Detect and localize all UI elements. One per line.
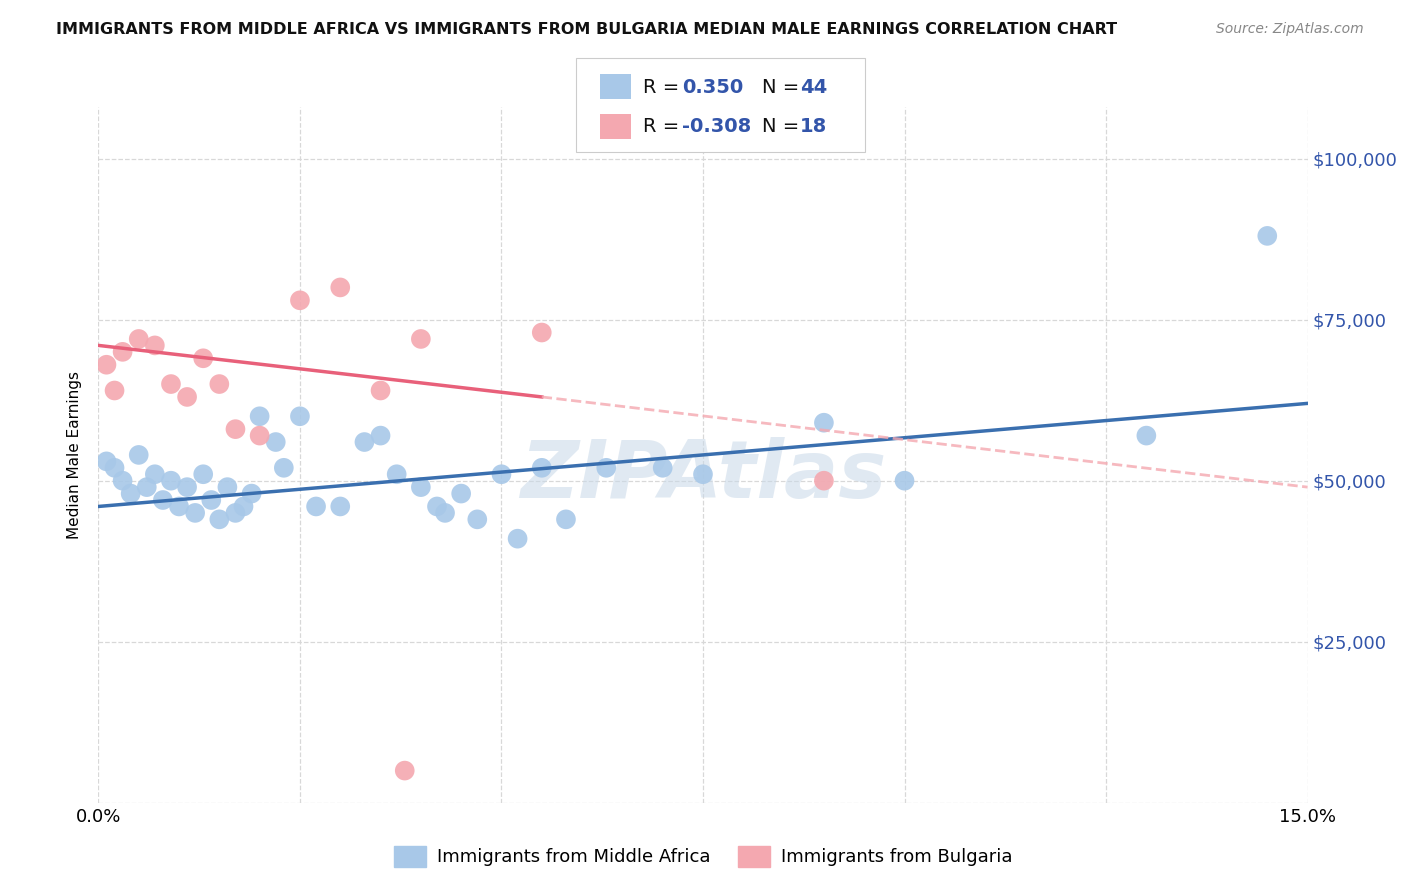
Point: [135, 480, 157, 494]
Point: [1135, 428, 1157, 442]
Point: [128, 448, 150, 462]
Point: [224, 422, 246, 436]
Point: [530, 460, 553, 475]
Point: [305, 500, 328, 514]
Point: [103, 384, 125, 398]
Point: [813, 416, 835, 430]
Y-axis label: Median Male Earnings: Median Male Earnings: [67, 371, 83, 539]
Point: [329, 500, 352, 514]
Point: [1256, 228, 1278, 243]
Point: [111, 344, 134, 359]
Point: [224, 506, 246, 520]
Point: [176, 390, 198, 404]
Point: [595, 460, 617, 475]
Point: [555, 512, 578, 526]
Point: [434, 506, 457, 520]
Point: [264, 435, 287, 450]
Point: [450, 486, 472, 500]
Text: N =: N =: [762, 118, 799, 136]
Point: [160, 377, 183, 392]
Point: [288, 409, 311, 424]
Point: [491, 467, 513, 482]
Point: [370, 428, 392, 442]
Point: [530, 326, 553, 340]
Point: [249, 428, 271, 442]
Point: [120, 486, 142, 500]
Point: [193, 351, 215, 366]
Point: [370, 384, 392, 398]
Point: [232, 500, 254, 514]
Point: [111, 474, 134, 488]
Point: [651, 460, 673, 475]
Point: [273, 460, 295, 475]
Point: [353, 435, 375, 450]
Text: 18: 18: [800, 118, 827, 136]
Point: [167, 500, 190, 514]
Point: [193, 467, 215, 482]
Point: [128, 332, 150, 346]
Point: [240, 486, 263, 500]
Point: [506, 532, 529, 546]
Point: [143, 338, 166, 352]
Point: [103, 460, 125, 475]
Point: [208, 512, 231, 526]
Point: [409, 480, 432, 494]
Point: [465, 512, 488, 526]
Text: Source: ZipAtlas.com: Source: ZipAtlas.com: [1216, 22, 1364, 37]
Point: [96, 454, 118, 468]
Point: [692, 467, 714, 482]
Text: R =: R =: [643, 78, 679, 96]
Text: R =: R =: [643, 118, 679, 136]
Point: [152, 493, 174, 508]
Point: [813, 474, 835, 488]
Point: [200, 493, 222, 508]
Point: [217, 480, 239, 494]
Text: 0.350: 0.350: [682, 78, 744, 96]
Point: [385, 467, 408, 482]
Text: ZIPAtlas: ZIPAtlas: [520, 437, 886, 515]
Legend: Immigrants from Middle Africa, Immigrants from Bulgaria: Immigrants from Middle Africa, Immigrant…: [387, 838, 1019, 874]
Text: 44: 44: [800, 78, 827, 96]
Text: N =: N =: [762, 78, 799, 96]
Point: [176, 480, 198, 494]
Point: [394, 764, 416, 778]
Point: [409, 332, 432, 346]
Point: [184, 506, 207, 520]
Point: [288, 293, 311, 308]
Point: [426, 500, 449, 514]
Point: [160, 474, 183, 488]
Point: [143, 467, 166, 482]
Text: IMMIGRANTS FROM MIDDLE AFRICA VS IMMIGRANTS FROM BULGARIA MEDIAN MALE EARNINGS C: IMMIGRANTS FROM MIDDLE AFRICA VS IMMIGRA…: [56, 22, 1118, 37]
Point: [96, 358, 118, 372]
Point: [329, 280, 352, 294]
Point: [208, 377, 231, 392]
Text: -0.308: -0.308: [682, 118, 751, 136]
Point: [893, 474, 915, 488]
Point: [249, 409, 271, 424]
